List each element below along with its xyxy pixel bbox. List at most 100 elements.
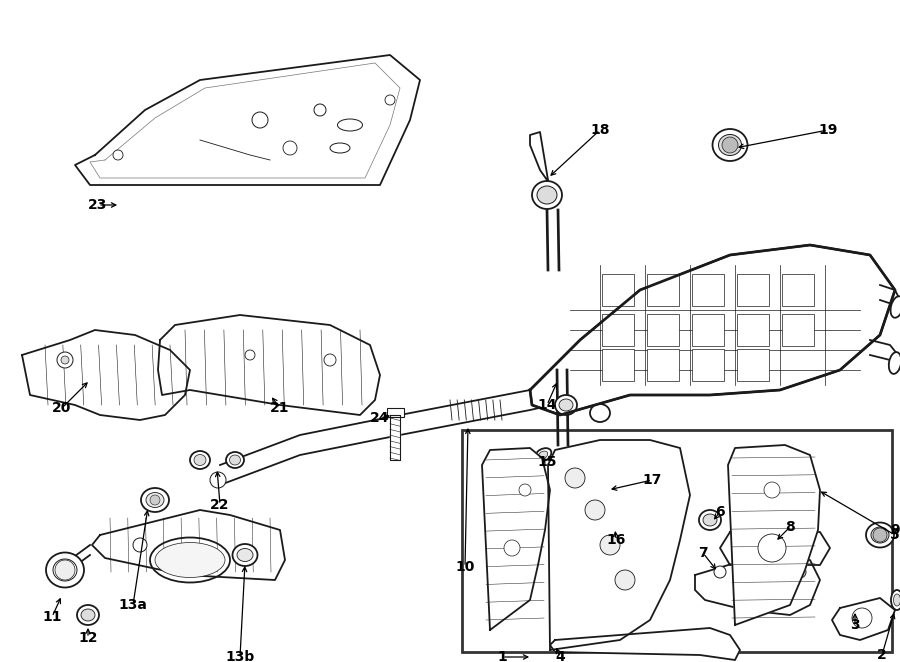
Ellipse shape <box>871 527 889 543</box>
Circle shape <box>57 352 73 368</box>
Ellipse shape <box>190 451 210 469</box>
Circle shape <box>133 538 147 552</box>
Ellipse shape <box>537 186 557 204</box>
Ellipse shape <box>230 455 240 465</box>
Ellipse shape <box>559 399 573 411</box>
Circle shape <box>150 495 160 505</box>
Ellipse shape <box>77 605 99 625</box>
Circle shape <box>615 570 635 590</box>
Circle shape <box>873 528 887 542</box>
Ellipse shape <box>538 451 548 459</box>
Bar <box>692 349 724 381</box>
Bar <box>692 314 724 346</box>
Bar <box>782 274 814 306</box>
Text: 14: 14 <box>537 398 557 412</box>
Ellipse shape <box>532 181 562 209</box>
Ellipse shape <box>894 594 900 606</box>
Polygon shape <box>158 315 380 415</box>
Ellipse shape <box>555 395 577 415</box>
Text: 1: 1 <box>497 650 507 662</box>
Bar <box>737 349 769 381</box>
Circle shape <box>245 350 255 360</box>
Circle shape <box>519 484 531 496</box>
Ellipse shape <box>226 452 244 468</box>
Bar <box>462 430 892 652</box>
Ellipse shape <box>590 404 610 422</box>
Circle shape <box>753 541 767 555</box>
Text: 12: 12 <box>78 631 98 645</box>
Text: 16: 16 <box>607 533 625 547</box>
Text: 21: 21 <box>270 401 290 415</box>
Bar <box>602 314 634 346</box>
Text: 7: 7 <box>698 546 707 560</box>
Circle shape <box>600 535 620 555</box>
Circle shape <box>764 482 780 498</box>
Ellipse shape <box>891 590 900 610</box>
Circle shape <box>283 141 297 155</box>
Ellipse shape <box>718 134 742 156</box>
Circle shape <box>585 500 605 520</box>
Ellipse shape <box>699 510 721 530</box>
Circle shape <box>61 356 69 364</box>
Circle shape <box>736 571 764 599</box>
Ellipse shape <box>141 488 169 512</box>
Text: 17: 17 <box>643 473 662 487</box>
Text: 19: 19 <box>818 123 838 137</box>
Polygon shape <box>482 448 550 630</box>
Ellipse shape <box>150 538 230 583</box>
Bar <box>387 408 404 417</box>
Polygon shape <box>75 55 420 185</box>
Ellipse shape <box>53 559 77 581</box>
Bar <box>692 274 724 306</box>
Text: 24: 24 <box>370 411 390 425</box>
Text: 4: 4 <box>555 650 565 662</box>
Polygon shape <box>728 445 820 625</box>
Text: 9: 9 <box>890 523 900 537</box>
Circle shape <box>252 112 268 128</box>
Text: 2: 2 <box>878 648 886 662</box>
Circle shape <box>783 541 797 555</box>
Polygon shape <box>832 598 895 640</box>
Ellipse shape <box>338 119 363 131</box>
Circle shape <box>852 608 872 628</box>
Bar <box>647 274 679 306</box>
Bar <box>647 314 679 346</box>
Ellipse shape <box>703 514 717 526</box>
Text: 6: 6 <box>716 505 724 519</box>
Bar <box>602 349 634 381</box>
Ellipse shape <box>46 553 84 587</box>
Bar <box>602 274 634 306</box>
Polygon shape <box>92 510 285 580</box>
Text: 22: 22 <box>211 498 230 512</box>
Ellipse shape <box>890 297 900 318</box>
Ellipse shape <box>232 544 257 566</box>
Circle shape <box>722 137 738 153</box>
Ellipse shape <box>889 352 900 374</box>
Polygon shape <box>22 330 190 420</box>
Circle shape <box>385 95 395 105</box>
Bar <box>647 349 679 381</box>
Circle shape <box>714 566 726 578</box>
Text: 5: 5 <box>890 528 900 542</box>
Ellipse shape <box>713 129 748 161</box>
Ellipse shape <box>604 515 622 529</box>
Text: 8: 8 <box>785 520 795 534</box>
Text: 15: 15 <box>537 455 557 469</box>
Circle shape <box>794 566 806 578</box>
Text: 13b: 13b <box>225 650 255 662</box>
Circle shape <box>113 150 123 160</box>
Ellipse shape <box>535 448 552 462</box>
Ellipse shape <box>237 549 253 561</box>
Polygon shape <box>390 415 400 460</box>
Ellipse shape <box>155 542 225 577</box>
Circle shape <box>758 534 786 562</box>
Bar <box>737 314 769 346</box>
Text: 10: 10 <box>455 560 474 574</box>
Ellipse shape <box>608 518 618 526</box>
Ellipse shape <box>146 493 164 508</box>
Circle shape <box>324 354 336 366</box>
Text: 11: 11 <box>42 610 62 624</box>
Polygon shape <box>550 628 740 660</box>
Text: 3: 3 <box>850 618 860 632</box>
Bar <box>737 274 769 306</box>
